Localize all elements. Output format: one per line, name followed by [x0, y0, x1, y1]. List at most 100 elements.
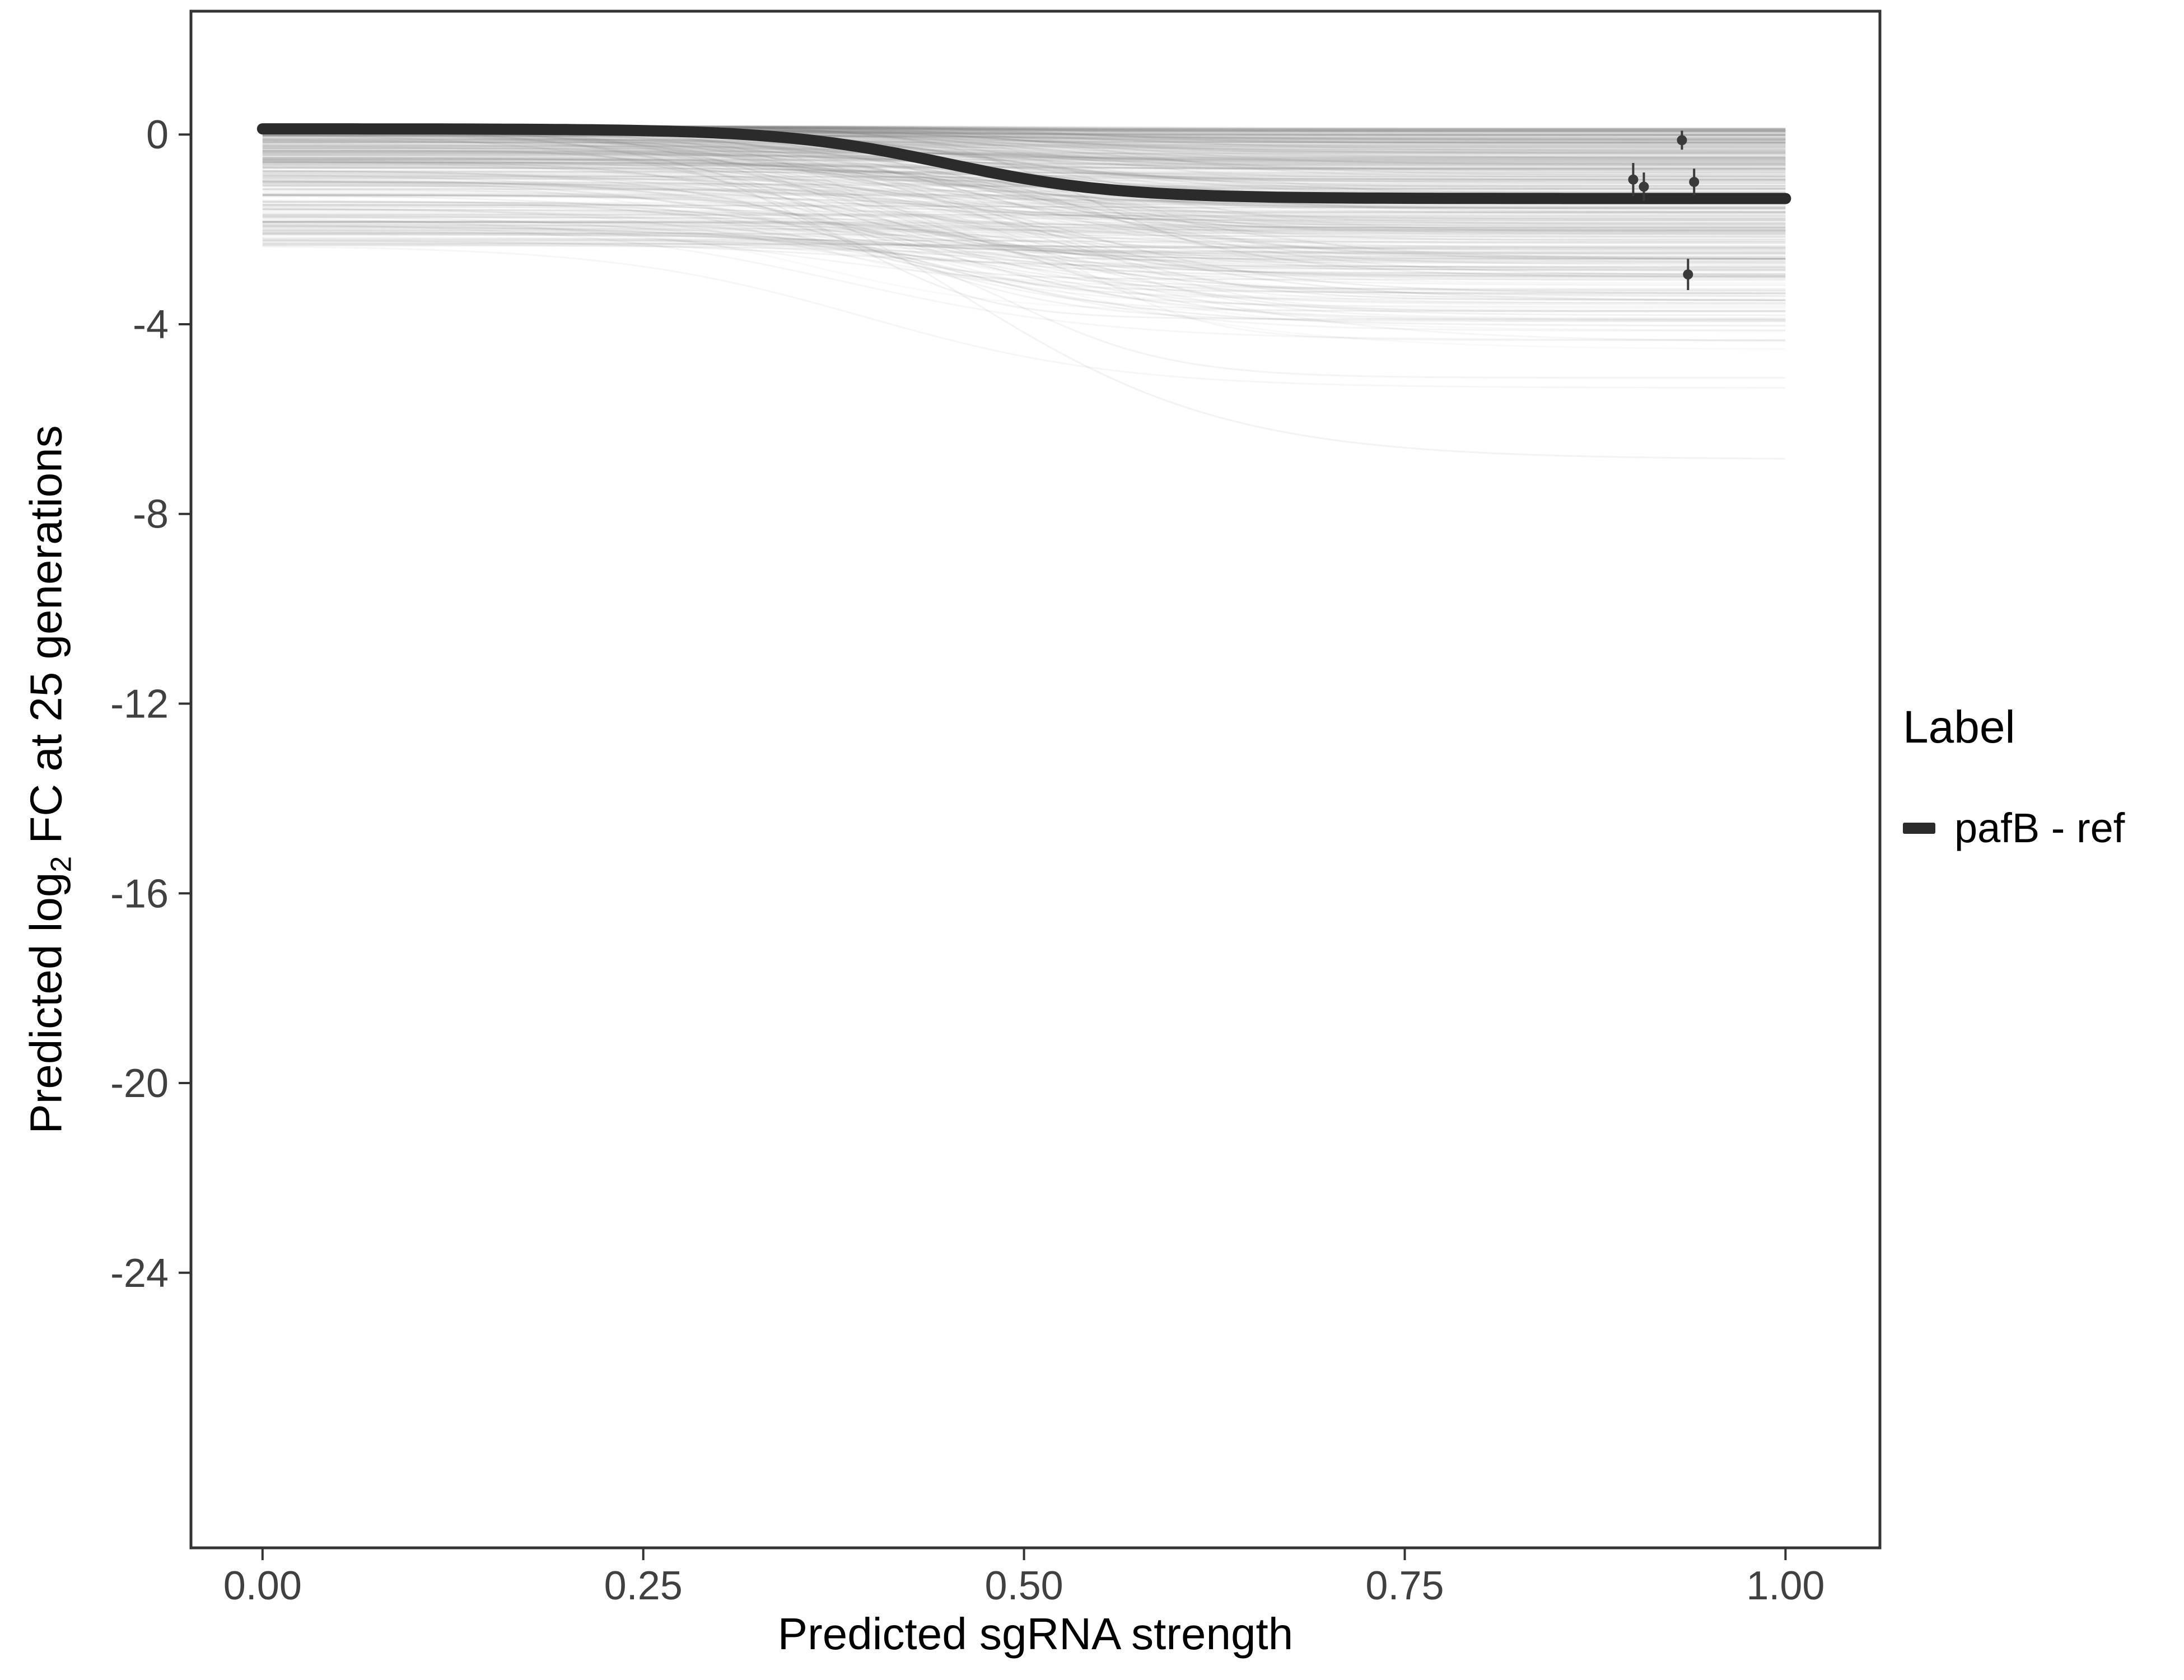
x-tick-label: 0.25	[604, 1564, 683, 1608]
background-curve	[262, 208, 1786, 294]
background-curve	[262, 230, 1786, 379]
background-curve	[262, 139, 1786, 232]
background-curve	[262, 134, 1786, 147]
background-curve	[262, 166, 1786, 175]
background-curve	[262, 150, 1786, 155]
background-curve	[262, 165, 1786, 272]
background-curve	[262, 243, 1786, 259]
background-curve	[262, 152, 1786, 157]
background-curve	[262, 138, 1786, 209]
background-curve	[262, 217, 1786, 313]
legend-entry-label: pafB - ref	[1954, 805, 2125, 851]
background-curve	[262, 134, 1786, 222]
background-curve	[262, 208, 1786, 222]
background-curve	[262, 231, 1786, 253]
background-curve	[262, 215, 1786, 304]
background-curve	[262, 221, 1786, 229]
background-curve	[262, 189, 1786, 323]
background-curve	[262, 238, 1786, 242]
background-curve	[262, 183, 1786, 190]
background-curve	[262, 242, 1786, 248]
background-curve	[262, 185, 1786, 223]
background-curve	[262, 178, 1786, 250]
background-curve	[262, 147, 1786, 161]
background-curve	[262, 208, 1786, 282]
background-curve	[262, 158, 1786, 206]
legend-entry: pafB - ref	[1903, 804, 2125, 852]
background-curve	[262, 134, 1786, 154]
background-curve	[262, 225, 1786, 276]
background-curve	[262, 140, 1786, 270]
background-curve	[262, 204, 1786, 208]
background-curve	[262, 151, 1786, 158]
background-curve	[262, 193, 1786, 247]
background-curve	[262, 160, 1786, 174]
background-curve	[262, 201, 1786, 206]
background-curve	[262, 160, 1786, 220]
background-curve	[262, 201, 1786, 290]
background-curve	[262, 146, 1786, 258]
background-curve	[262, 194, 1786, 260]
background-curve	[262, 126, 1786, 219]
background-curve	[262, 216, 1786, 278]
background-curve	[262, 135, 1786, 140]
legend-key-line	[1903, 822, 1935, 834]
background-curve	[262, 222, 1786, 332]
background-curve	[262, 150, 1786, 170]
background-curve	[262, 181, 1786, 260]
background-curve	[262, 158, 1786, 255]
background-curve	[262, 157, 1786, 162]
background-curve	[262, 135, 1786, 144]
background-curve	[262, 135, 1786, 139]
background-curve	[262, 164, 1786, 174]
background-curve	[262, 232, 1786, 237]
background-curve	[262, 150, 1786, 189]
background-curve	[262, 215, 1786, 236]
background-curve	[262, 135, 1786, 215]
background-curve	[262, 206, 1786, 342]
background-curve	[262, 152, 1786, 217]
background-curve	[262, 156, 1786, 304]
background-curve	[262, 244, 1786, 264]
background-curve	[262, 227, 1786, 284]
background-curve	[262, 167, 1786, 232]
y-tick-label: -24	[110, 1251, 169, 1296]
background-curve	[262, 232, 1786, 312]
background-curve	[262, 157, 1786, 234]
background-curve	[262, 195, 1786, 297]
background-curve	[262, 232, 1786, 241]
data-points	[1628, 130, 1700, 290]
legend: Label pafB - ref	[1903, 701, 2125, 852]
background-curve	[262, 226, 1786, 342]
background-curve	[262, 147, 1786, 170]
background-curve	[262, 216, 1786, 235]
background-curve	[262, 203, 1786, 216]
background-curve	[262, 170, 1786, 295]
background-curve	[262, 152, 1786, 166]
background-curve	[262, 148, 1786, 153]
background-curve	[262, 172, 1786, 213]
main-curve-group	[256, 123, 1791, 204]
background-curve	[262, 150, 1786, 184]
background-curve	[262, 183, 1786, 188]
background-curve	[262, 184, 1786, 190]
background-curve	[262, 139, 1786, 167]
background-curve	[262, 147, 1786, 231]
background-curve	[262, 139, 1786, 144]
background-curve	[262, 161, 1786, 166]
background-curve	[262, 164, 1786, 243]
background-curve	[262, 226, 1786, 255]
background-curve	[262, 141, 1786, 152]
data-point	[1683, 269, 1693, 280]
background-curve	[262, 134, 1786, 277]
background-curve	[262, 136, 1786, 238]
background-curve	[262, 157, 1786, 231]
background-curve	[262, 134, 1786, 165]
background-curve	[262, 144, 1786, 216]
background-curve	[262, 242, 1786, 251]
background-curve	[262, 238, 1786, 312]
background-curve	[262, 220, 1786, 239]
background-curve	[262, 181, 1786, 320]
y-axis-title-sub: 2	[45, 856, 78, 872]
background-curve	[262, 142, 1786, 160]
